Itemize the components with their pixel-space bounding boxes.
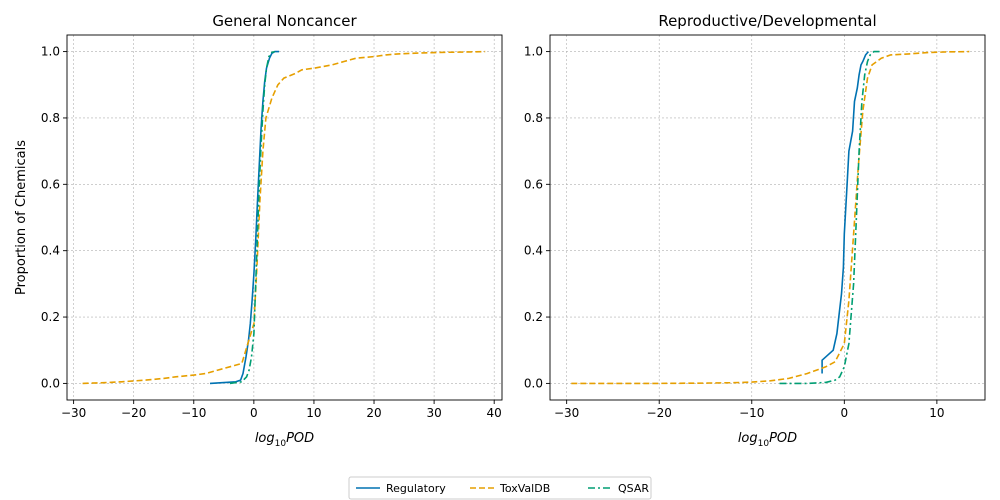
chart-panel-reproductive-developmental: −30 −20 −10 0 10 0.0 0.2 0.4 0.6 0.8 1.0 Reproducti…: [524, 12, 986, 449]
series-line-regulatory: [209, 50, 280, 385]
y-tick-label: 0.6: [41, 177, 60, 191]
series-line-qsar: [779, 50, 880, 385]
x-tick-label: −20: [121, 406, 146, 420]
y-tick-label: 1.0: [524, 45, 543, 59]
x-axis-label-base: log: [255, 431, 275, 446]
series-line-regulatory: [821, 51, 870, 374]
x-tick-label: 20: [366, 406, 381, 420]
x-tick-label: 0: [840, 406, 848, 420]
y-axis-label: Proportion of Chemicals: [14, 140, 29, 295]
x-tick-label: −30: [61, 406, 86, 420]
y-tick-label: 0.8: [524, 111, 543, 125]
x-axis-label: log10POD: [255, 431, 314, 449]
legend-label-regulatory: Regulatory: [386, 482, 446, 495]
x-tick-label: 0: [250, 406, 258, 420]
series-line-toxvaldb: [571, 50, 970, 385]
chart-panel-general-noncancer: −30 −20 −10 0 10 20 30 40 0.0 0.2 0.4 0.6 0.8 1.0 Gene…: [14, 12, 503, 449]
x-tick-label: −20: [647, 406, 672, 420]
x-axis-label-sub: 10: [275, 439, 287, 449]
y-tick-label: 0.6: [524, 177, 543, 191]
legend-label-toxvaldb: ToxValDB: [499, 482, 550, 495]
x-axis-label-rest: POD: [286, 431, 314, 446]
series-line-toxvaldb: [82, 50, 486, 385]
x-tick-label: 40: [487, 406, 502, 420]
x-axis-label: log10POD: [738, 431, 797, 449]
y-tick-label: 0.2: [41, 310, 60, 324]
axes-frame: [66, 34, 503, 401]
legend: Regulatory ToxValDB QSAR: [348, 476, 652, 500]
y-tick-label: 0.0: [41, 376, 60, 390]
x-axis-label-base: log: [738, 431, 758, 446]
chart-title: General Noncancer: [212, 12, 357, 30]
x-tick-label: 30: [426, 406, 441, 420]
y-tick-label: 0.0: [524, 376, 543, 390]
x-axis-label-sub: 10: [758, 439, 770, 449]
y-tick-label: 0.2: [524, 310, 543, 324]
legend-label-qsar: QSAR: [618, 482, 649, 495]
chart-title: Reproductive/Developmental: [658, 12, 876, 30]
x-tick-label: 10: [306, 406, 321, 420]
axes-frame: [549, 34, 986, 401]
y-tick-label: 0.4: [41, 244, 60, 258]
x-axis-label-rest: POD: [769, 431, 797, 446]
x-tick-label: 10: [929, 406, 944, 420]
x-tick-label: −10: [739, 406, 764, 420]
x-tick-label: −30: [554, 406, 579, 420]
y-tick-label: 0.8: [41, 111, 60, 125]
y-tick-label: 0.4: [524, 244, 543, 258]
y-tick-label: 1.0: [41, 45, 60, 59]
x-tick-label: −10: [181, 406, 206, 420]
legend-box: [348, 476, 652, 500]
series-line-qsar: [229, 50, 276, 385]
